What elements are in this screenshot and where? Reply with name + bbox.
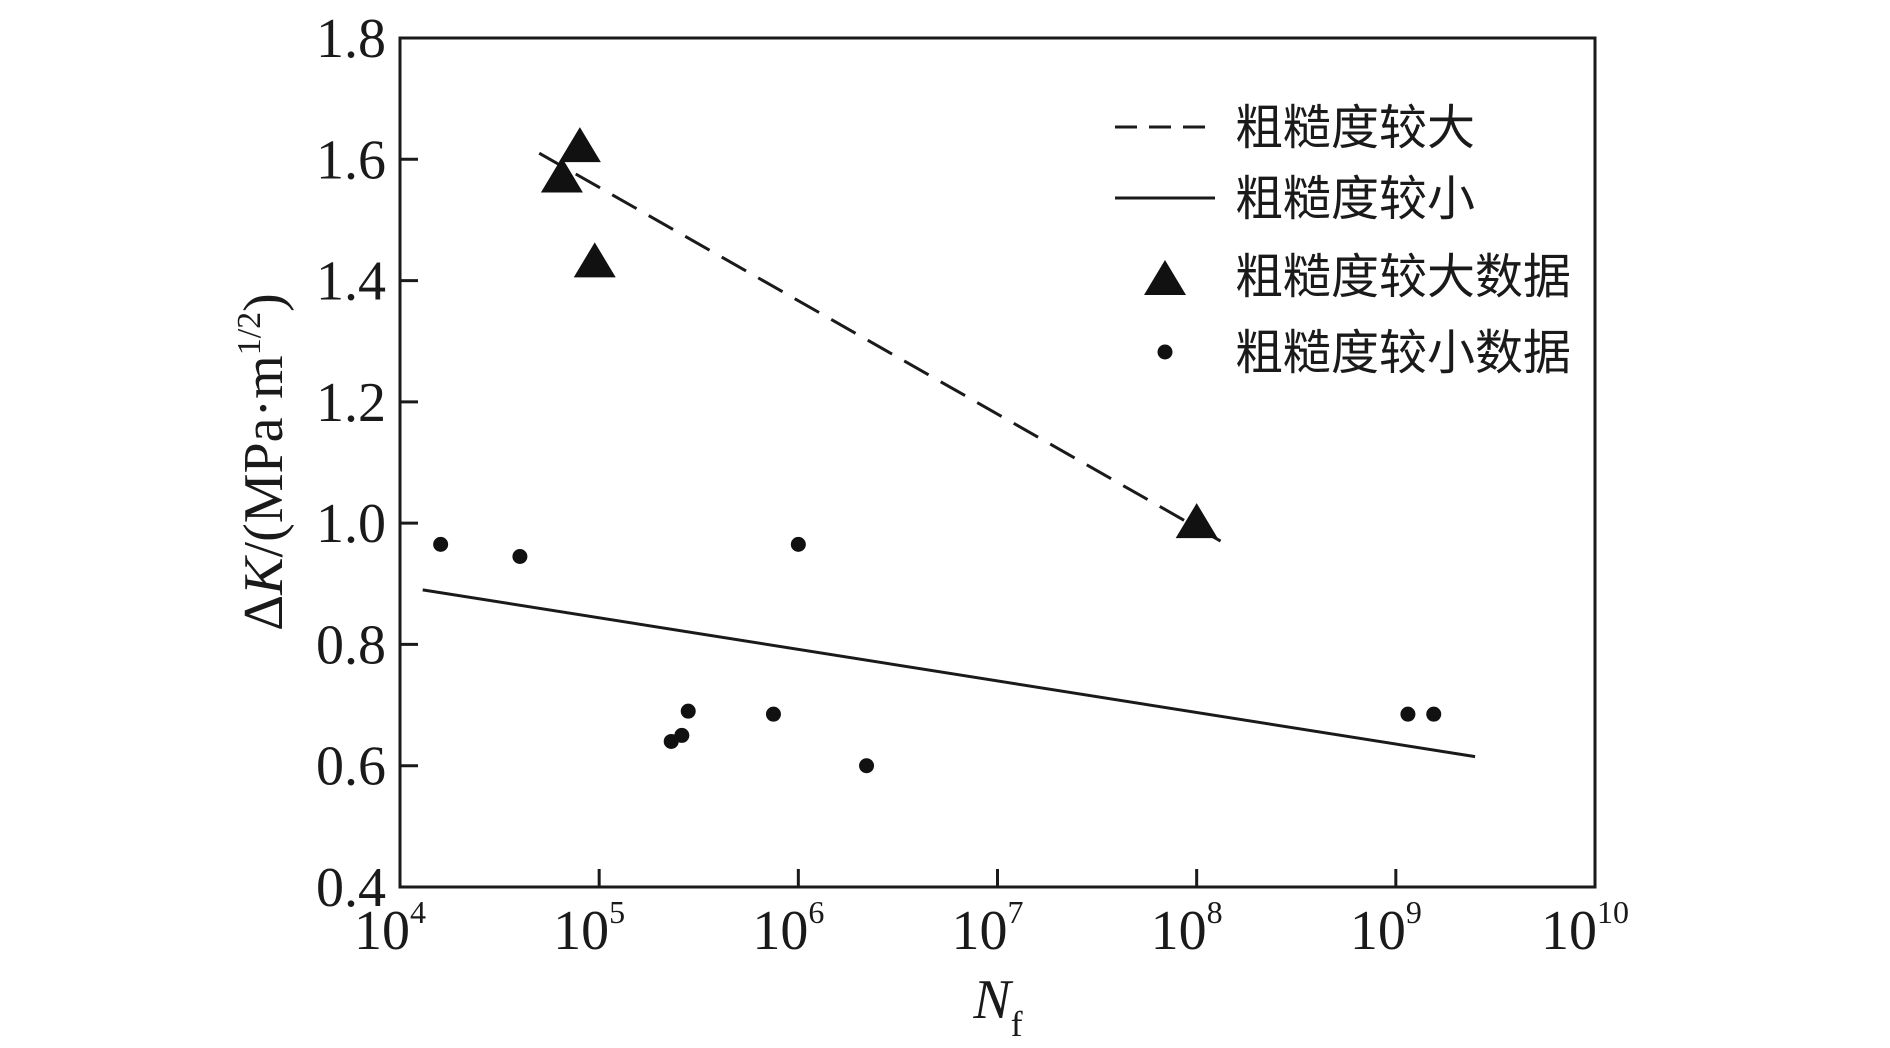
x-axis-label: Nf: [972, 969, 1022, 1044]
x-tick-label: 106: [752, 894, 824, 962]
data-point-triangle: [1175, 503, 1218, 539]
data-point-circle: [512, 548, 528, 564]
legend-label: 粗糙度较小数据: [1235, 325, 1571, 381]
data-point-circle: [790, 536, 806, 552]
x-tick-label: 107: [952, 894, 1024, 962]
axis-labels: Nf ΔK/(MPa·m1/2): [231, 293, 1023, 1044]
y-tick-label: 0.6: [316, 736, 386, 798]
y-tick-label: 0.8: [316, 614, 386, 676]
x-tick-label: 105: [553, 894, 625, 962]
data-point-circle: [859, 758, 875, 774]
data-point-triangle: [540, 157, 583, 193]
y-tick-label: 1.4: [316, 251, 386, 313]
data-point-circle: [1400, 706, 1416, 722]
legend-swatch-circle: [1157, 344, 1173, 360]
x-tick-label: 1010: [1541, 894, 1629, 962]
data-point-circle: [680, 703, 696, 719]
x-tick-label: 109: [1350, 894, 1422, 962]
data-point-circle: [674, 727, 690, 743]
plot-frame: [398, 36, 1597, 889]
series-line-rough-small: [422, 588, 1476, 759]
y-tick-label: 0.4: [316, 857, 386, 919]
trend-lines: [422, 151, 1476, 759]
data-point-triangle: [558, 127, 601, 163]
y-tick-label: 1.6: [316, 129, 386, 191]
data-point-triangle: [573, 242, 616, 278]
data-point-circle: [765, 706, 781, 722]
legend-swatch-triangle: [1144, 260, 1186, 295]
data-point-circle: [1426, 706, 1442, 722]
x-tick-label: 104: [354, 894, 426, 962]
x-tick-label: 108: [1151, 894, 1223, 962]
y-tick-label: 1.8: [316, 8, 386, 70]
data-markers: [433, 127, 1442, 774]
y-axis-label: ΔK/(MPa·m1/2): [231, 293, 295, 631]
legend-label: 粗糙度较大: [1235, 100, 1475, 156]
legend-label: 粗糙度较大数据: [1235, 249, 1571, 305]
y-tick-label: 1.0: [316, 493, 386, 555]
axes: 0.4 0.6 0.8 1.0 1.2 1.4 1.6 1.8 104 105 106 107 108 1…: [316, 8, 1629, 962]
y-tick-label: 1.2: [316, 372, 386, 434]
series-line-rough-large: [538, 151, 1233, 549]
data-point-circle: [433, 536, 449, 552]
legend-label: 粗糙度较小: [1235, 171, 1475, 227]
